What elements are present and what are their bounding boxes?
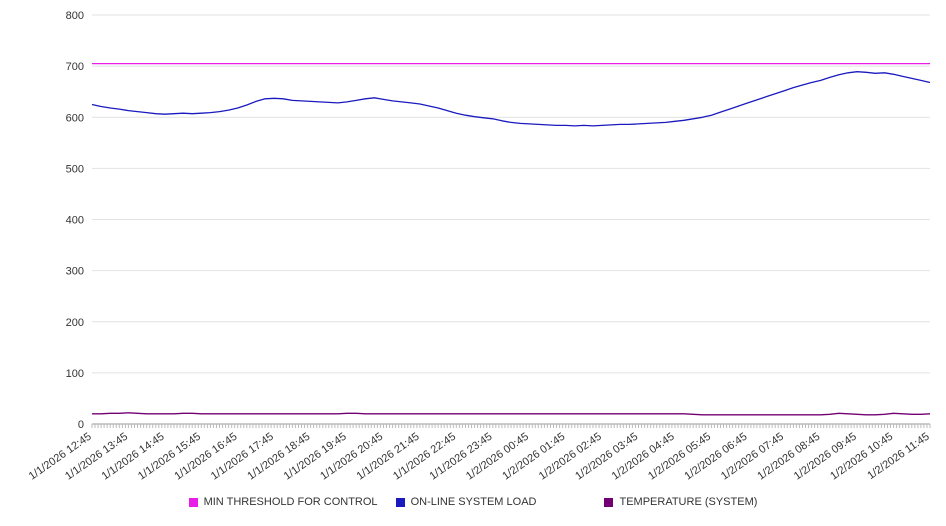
y-tick-label: 100 — [66, 368, 84, 380]
x-tick-label: 1/2/2026 01:45 — [500, 431, 567, 483]
x-tick-label: 1/2/2026 07:45 — [719, 431, 786, 483]
x-tick-label: 1/1/2026 22:45 — [391, 431, 458, 483]
y-tick-label: 0 — [78, 419, 84, 431]
y-tick-label: 800 — [66, 10, 84, 22]
x-tick-label: 1/2/2026 06:45 — [683, 431, 750, 483]
legend-item-2: TEMPERATURE (SYSTEM) — [604, 496, 757, 508]
legend-swatch-icon — [604, 497, 614, 507]
legend-item-0: MIN THRESHOLD FOR CONTROL — [188, 496, 378, 508]
chart-legend: MIN THRESHOLD FOR CONTROL ON-LINE SYSTEM … — [0, 496, 946, 508]
x-tick-label: 1/2/2026 10:45 — [828, 431, 895, 483]
legend-swatch-icon — [188, 497, 198, 507]
x-tick-label: 1/1/2026 12:45 — [27, 431, 94, 483]
minor-tick-comb — [91, 424, 931, 428]
x-tick-label: 1/2/2026 04:45 — [610, 431, 677, 483]
x-tick-label: 1/1/2026 18:45 — [245, 431, 312, 483]
y-tick-label: 400 — [66, 215, 84, 227]
x-tick-label: 1/1/2026 21:45 — [355, 431, 422, 483]
legend-label: TEMPERATURE (SYSTEM) — [619, 496, 758, 508]
y-tick-label: 700 — [66, 61, 84, 73]
y-tick-label: 300 — [66, 266, 84, 278]
x-tick-label: 1/1/2026 17:45 — [209, 431, 276, 483]
legend-label: MIN THRESHOLD FOR CONTROL — [203, 496, 378, 508]
x-tick-label: 1/1/2026 19:45 — [282, 431, 349, 483]
x-tick-label: 1/2/2026 11:45 — [865, 431, 931, 482]
x-tick-label: 1/1/2026 23:45 — [427, 431, 494, 483]
x-tick-label: 1/1/2026 20:45 — [318, 431, 385, 483]
x-tick-label: 1/2/2026 08:45 — [755, 431, 822, 483]
legend-label: ON-LINE SYSTEM LOAD — [410, 496, 537, 508]
legend-swatch-icon — [395, 497, 405, 507]
y-tick-label: 200 — [66, 317, 84, 329]
x-tick-label: 1/1/2026 16:45 — [172, 431, 239, 483]
x-tick-label: 1/2/2026 03:45 — [573, 431, 640, 483]
x-tick-label: 1/1/2026 15:45 — [136, 431, 203, 483]
x-tick-label: 1/2/2026 09:45 — [792, 431, 859, 483]
x-tick-label: 1/1/2026 14:45 — [100, 431, 167, 483]
series-line-1 — [91, 71, 931, 127]
x-tick-label: 1/2/2026 02:45 — [537, 431, 604, 483]
x-tick-label: 1/2/2026 05:45 — [646, 431, 713, 483]
series-line-2 — [92, 412, 931, 416]
legend-item-1: ON-LINE SYSTEM LOAD — [395, 496, 537, 508]
x-tick-label: 1/2/2026 00:45 — [464, 431, 531, 483]
x-tick-label: 1/1/2026 13:45 — [63, 431, 130, 483]
y-tick-label: 500 — [66, 163, 84, 175]
y-tick-label: 600 — [66, 112, 84, 124]
